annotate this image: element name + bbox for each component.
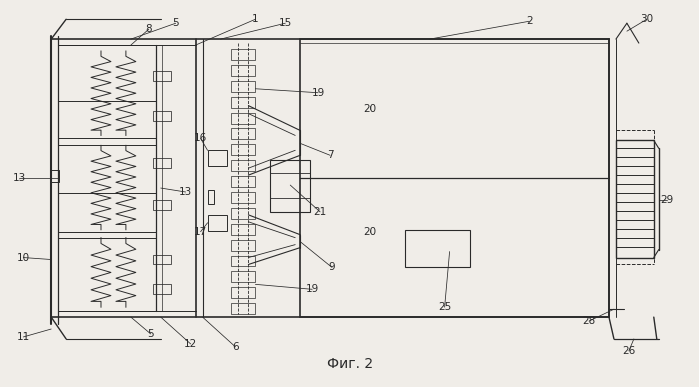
Bar bbox=[153, 71, 171, 81]
Text: 10: 10 bbox=[17, 253, 30, 262]
Bar bbox=[153, 255, 171, 264]
Bar bbox=[231, 49, 255, 60]
Bar bbox=[208, 215, 227, 231]
Bar bbox=[231, 160, 255, 171]
Text: 28: 28 bbox=[582, 316, 596, 326]
Text: 21: 21 bbox=[313, 207, 326, 217]
Text: 16: 16 bbox=[194, 134, 207, 144]
Text: 13: 13 bbox=[179, 187, 192, 197]
Bar bbox=[153, 158, 171, 168]
Text: 19: 19 bbox=[305, 284, 319, 294]
Bar bbox=[153, 200, 171, 210]
Text: 6: 6 bbox=[232, 342, 239, 352]
Bar bbox=[51, 170, 59, 182]
Bar bbox=[231, 113, 255, 123]
Bar bbox=[271, 160, 310, 212]
Text: 12: 12 bbox=[184, 339, 197, 349]
Text: 17: 17 bbox=[194, 227, 207, 237]
Bar bbox=[231, 81, 255, 92]
Text: 5: 5 bbox=[173, 18, 179, 28]
Text: 19: 19 bbox=[312, 88, 325, 98]
Bar bbox=[231, 192, 255, 203]
Text: 25: 25 bbox=[438, 302, 452, 312]
Text: 1: 1 bbox=[252, 14, 259, 24]
Text: 8: 8 bbox=[145, 24, 152, 34]
Text: 30: 30 bbox=[640, 14, 654, 24]
Bar bbox=[153, 111, 171, 120]
Bar bbox=[231, 303, 255, 314]
Text: 5: 5 bbox=[147, 329, 154, 339]
Bar bbox=[231, 97, 255, 108]
Text: Фиг. 2: Фиг. 2 bbox=[327, 357, 373, 371]
Text: 9: 9 bbox=[329, 262, 336, 272]
Bar bbox=[231, 271, 255, 283]
Text: 26: 26 bbox=[622, 346, 635, 356]
Text: 13: 13 bbox=[13, 173, 26, 183]
Bar bbox=[231, 128, 255, 139]
Bar bbox=[231, 65, 255, 76]
Bar bbox=[208, 150, 227, 166]
Bar bbox=[208, 190, 213, 204]
Bar bbox=[231, 176, 255, 187]
Text: 20: 20 bbox=[363, 104, 377, 114]
Text: 2: 2 bbox=[526, 16, 533, 26]
Bar bbox=[300, 39, 609, 317]
Bar bbox=[405, 230, 470, 267]
Text: 11: 11 bbox=[17, 332, 30, 342]
Text: 15: 15 bbox=[279, 18, 292, 28]
Bar bbox=[231, 224, 255, 235]
Bar bbox=[616, 140, 654, 257]
Bar bbox=[231, 208, 255, 219]
Bar bbox=[231, 255, 255, 267]
Bar bbox=[231, 144, 255, 155]
Text: 7: 7 bbox=[326, 150, 333, 160]
Bar bbox=[153, 284, 171, 294]
Bar bbox=[231, 287, 255, 298]
Bar bbox=[231, 240, 255, 251]
Text: 29: 29 bbox=[660, 195, 673, 205]
Text: 20: 20 bbox=[363, 227, 377, 237]
